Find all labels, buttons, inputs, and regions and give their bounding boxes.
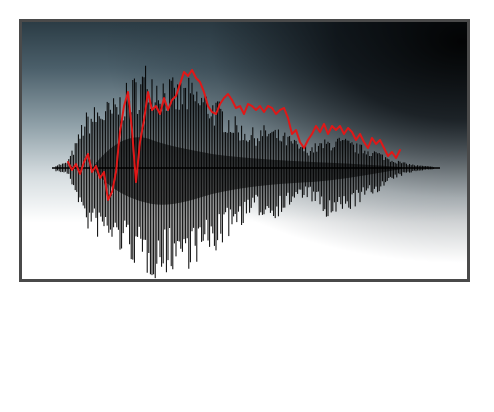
waveform [52, 65, 440, 279]
waveform-core [92, 137, 402, 205]
waveform-panel [19, 19, 470, 282]
pitch-contour [67, 69, 401, 201]
waveform-graphic [52, 65, 440, 279]
